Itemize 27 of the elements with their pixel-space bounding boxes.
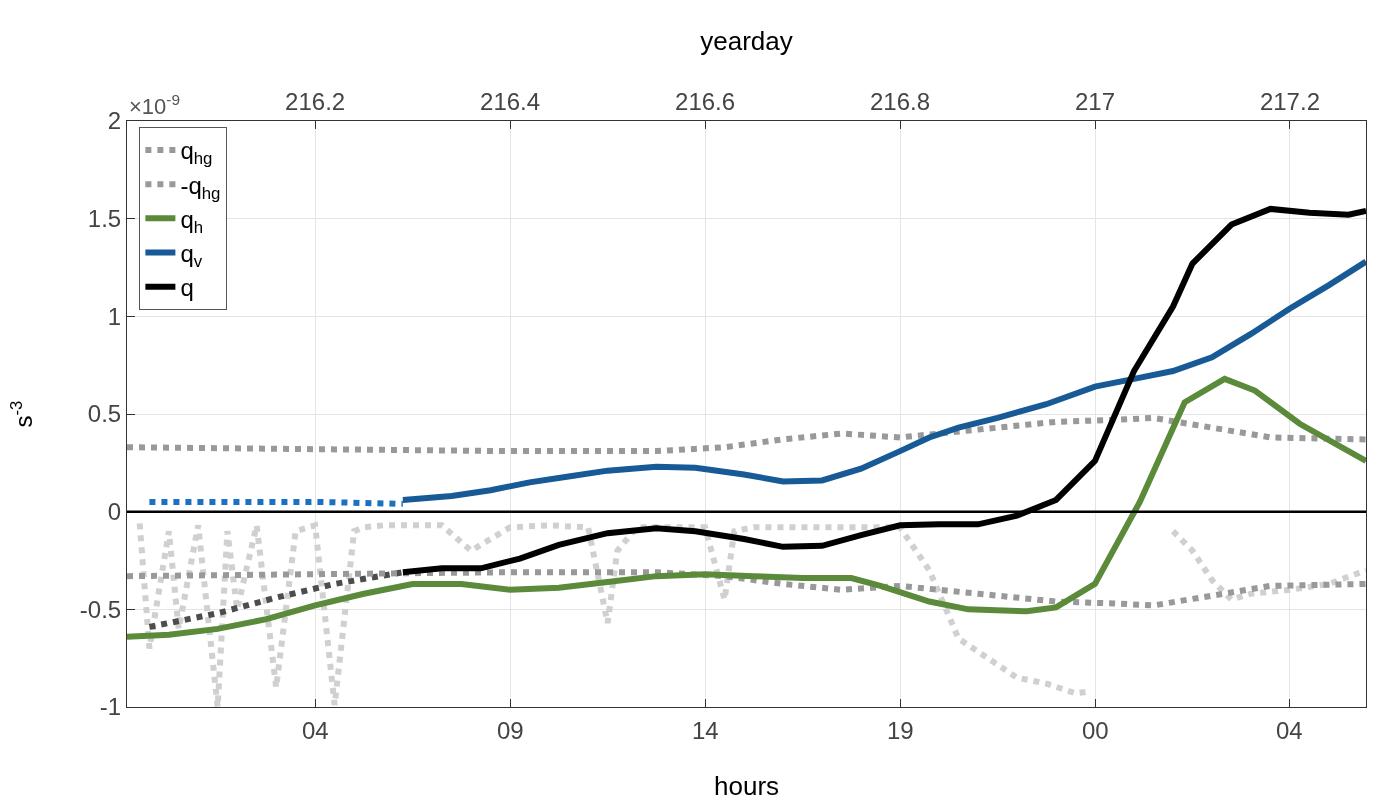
x-tick-label: 216.2 — [285, 88, 346, 116]
text: 09 — [497, 717, 524, 744]
x-tick-label: 216.8 — [870, 88, 931, 116]
text: hours — [714, 771, 780, 801]
x-tick-label: 217.2 — [1259, 88, 1320, 116]
text: 04 — [1276, 717, 1303, 744]
legend-label: q$_{v}$ — [180, 239, 203, 271]
y-tick-label: 0.5 — [87, 400, 122, 428]
x-tick-label: 216.6 — [675, 88, 736, 116]
text: ×10$^{-9}$ — [129, 91, 181, 120]
x-tick-label: 217 — [1074, 88, 1116, 116]
y-tick-label: 0 — [107, 498, 122, 526]
legend-label: -q$_{hg}$ — [180, 171, 221, 203]
legend-label: q — [180, 274, 194, 302]
y-tick-label: -0.5 — [79, 595, 122, 623]
y-tick-label: 2 — [107, 107, 122, 135]
text: 14 — [692, 717, 719, 744]
y-tick-label: 1 — [107, 302, 122, 330]
legend-label: q$_{h}$ — [180, 205, 204, 237]
text: 00 — [1082, 717, 1109, 744]
legend-label: q$_{hg}$ — [180, 137, 213, 169]
x-axis-title: yearday — [700, 25, 793, 56]
text: 04 — [302, 717, 329, 744]
text: 19 — [887, 717, 914, 744]
x-tick-label: 216.4 — [480, 88, 541, 116]
y-tick-label: 1.5 — [87, 205, 122, 233]
y-tick-label: -1 — [99, 693, 122, 721]
